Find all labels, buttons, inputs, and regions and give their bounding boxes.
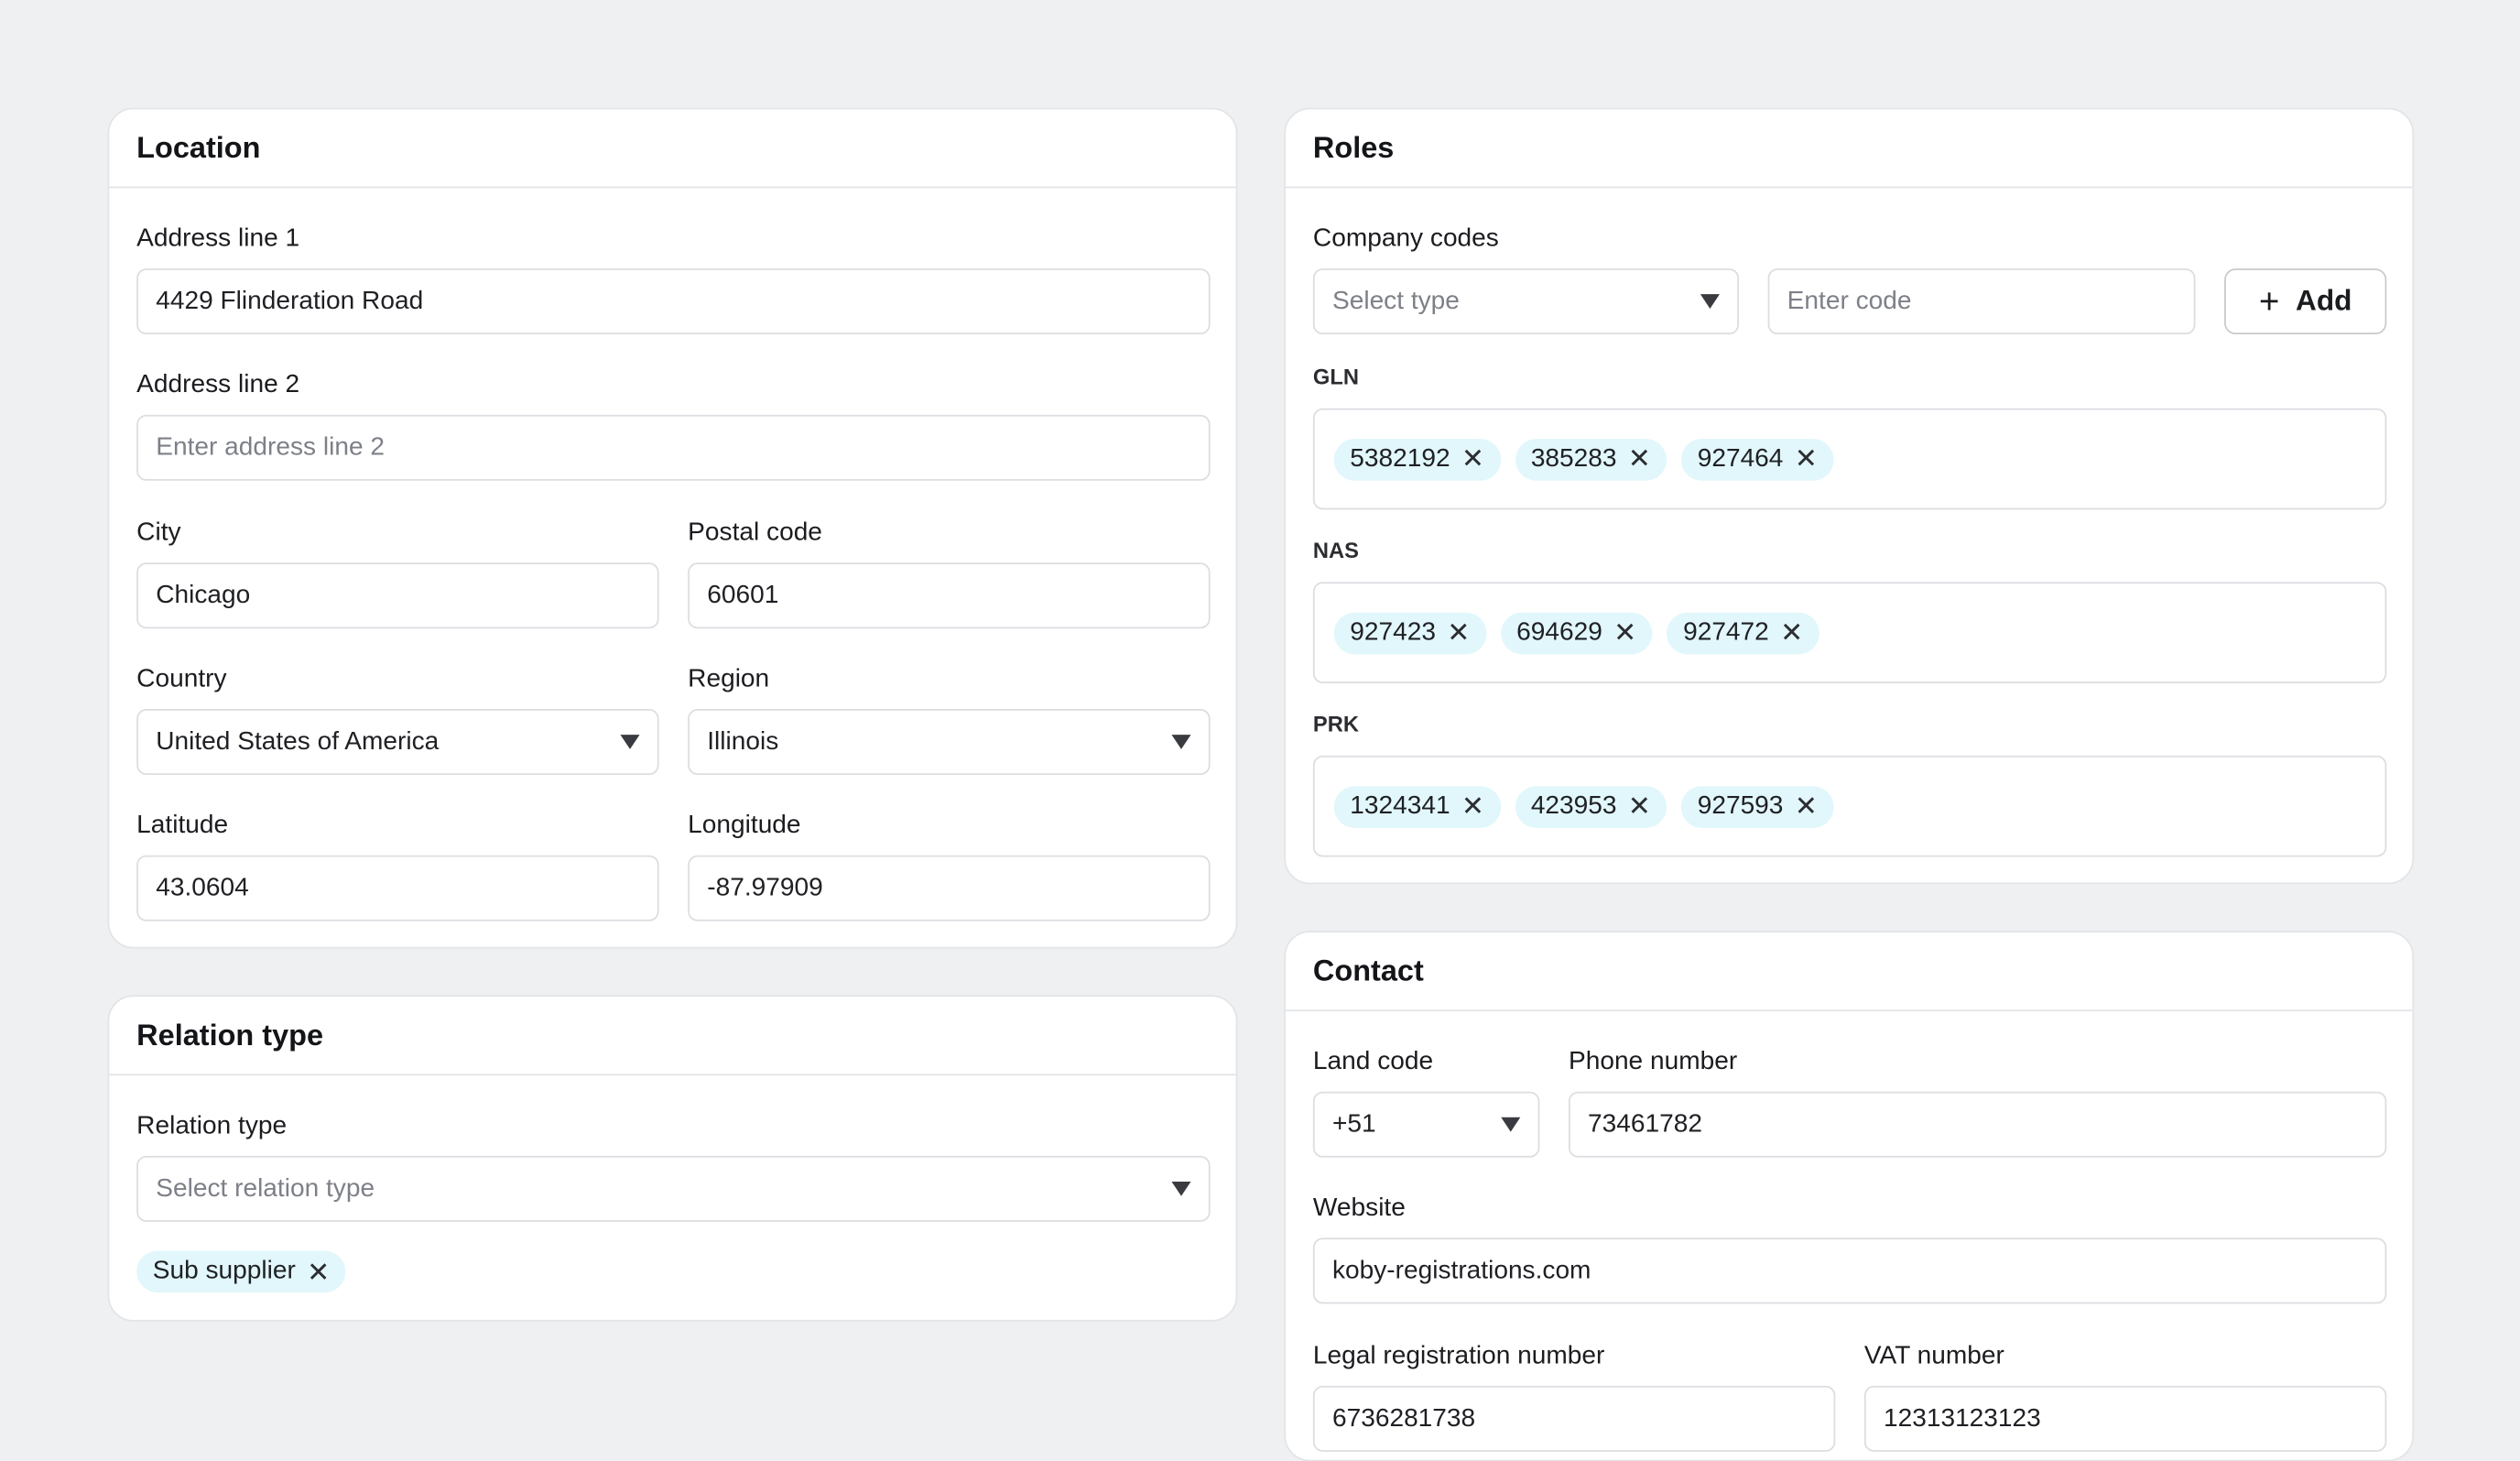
close-icon[interactable]: ✕ [1627, 790, 1651, 822]
stage: Location Address line 1 4429 Flinderatio… [107, 107, 2415, 1461]
close-icon[interactable]: ✕ [1447, 616, 1471, 649]
code-tag: 423953 ✕ [1515, 785, 1667, 827]
chevron-down-icon [1700, 293, 1720, 309]
longitude-label: Longitude [688, 812, 801, 840]
code-tag: 927472 ✕ [1667, 611, 1819, 654]
chevron-down-icon [620, 734, 640, 748]
region-label: Region [688, 665, 770, 693]
chevron-down-icon [1171, 1181, 1191, 1195]
prk-group-label: PRK [1312, 712, 1359, 736]
city-label: City [136, 518, 181, 547]
latitude-label: Latitude [136, 812, 229, 840]
phone-number-input[interactable]: 73461782 [1568, 1091, 2387, 1158]
gln-group-label: GLN [1312, 365, 1359, 389]
close-icon[interactable]: ✕ [1780, 616, 1804, 649]
code-tag: 927464 ✕ [1681, 438, 1834, 480]
close-icon[interactable]: ✕ [1461, 443, 1484, 474]
code-tag: 694629 ✕ [1500, 611, 1653, 654]
vat-number-label: VAT number [1863, 1342, 2004, 1370]
postal-code-input[interactable]: 60601 [688, 562, 1211, 629]
location-card: Location Address line 1 4429 Flinderatio… [107, 107, 1238, 949]
code-tag: 5382192 ✕ [1333, 438, 1501, 480]
code-tag: 927593 ✕ [1681, 785, 1834, 827]
legal-registration-label: Legal registration number [1312, 1342, 1605, 1370]
relation-card-title: Relation type [109, 997, 1236, 1076]
country-select[interactable]: United States of America [136, 708, 659, 775]
address2-label: Address line 2 [136, 371, 300, 399]
company-codes-label: Company codes [1312, 224, 1499, 253]
chevron-down-icon [1501, 1116, 1521, 1131]
close-icon[interactable]: ✕ [1461, 790, 1484, 822]
code-tag: 1324341 ✕ [1333, 785, 1501, 827]
code-input[interactable]: Enter code [1767, 268, 2196, 335]
code-type-select[interactable]: Select type [1312, 268, 1740, 335]
city-input[interactable]: Chicago [136, 562, 659, 629]
plus-icon: + [2258, 280, 2280, 322]
relation-tag: Sub supplier ✕ [136, 1250, 346, 1293]
nas-tag-box[interactable]: 927423 ✕ 694629 ✕ 927472 ✕ [1312, 582, 2387, 683]
address1-label: Address line 1 [136, 224, 300, 253]
code-tag: 385283 ✕ [1515, 438, 1667, 480]
longitude-input[interactable]: -87.97909 [688, 855, 1211, 921]
close-icon[interactable]: ✕ [1794, 443, 1818, 474]
code-tag: 927423 ✕ [1333, 611, 1486, 654]
region-select[interactable]: Illinois [688, 708, 1211, 775]
relation-tag-list: Sub supplier ✕ [136, 1250, 346, 1293]
close-icon[interactable]: ✕ [307, 1256, 331, 1287]
legal-registration-input[interactable]: 6736281738 [1312, 1385, 1836, 1452]
nas-group-label: NAS [1312, 538, 1359, 563]
gln-tag-box[interactable]: 5382192 ✕ 385283 ✕ 927464 ✕ [1312, 408, 2387, 510]
close-icon[interactable]: ✕ [1627, 443, 1651, 474]
latitude-input[interactable]: 43.0604 [136, 855, 659, 921]
website-label: Website [1312, 1194, 1406, 1222]
add-code-button[interactable]: + Add [2224, 268, 2387, 335]
address1-input[interactable]: 4429 Flinderation Road [136, 268, 1211, 335]
relation-type-label: Relation type [136, 1112, 288, 1140]
relation-type-select[interactable]: Select relation type [136, 1155, 1211, 1222]
address2-input[interactable]: Enter address line 2 [136, 414, 1211, 481]
postal-code-label: Postal code [688, 518, 822, 547]
phone-number-label: Phone number [1568, 1048, 1738, 1076]
land-code-label: Land code [1312, 1048, 1434, 1076]
chevron-down-icon [1171, 734, 1191, 748]
prk-tag-box[interactable]: 1324341 ✕ 423953 ✕ 927593 ✕ [1312, 755, 2387, 857]
roles-card: Roles Company codes Select type Enter co… [1284, 107, 2415, 885]
country-label: Country [136, 665, 227, 693]
roles-card-title: Roles [1286, 109, 2413, 189]
location-card-title: Location [109, 109, 1236, 189]
contact-card-title: Contact [1286, 932, 2413, 1011]
relation-type-card: Relation type Relation type Select relat… [107, 995, 1238, 1322]
vat-number-input[interactable]: 12313123123 [1863, 1385, 2387, 1452]
contact-card: Contact Land code +51 Phone number 73461… [1284, 931, 2415, 1461]
website-input[interactable]: koby-registrations.com [1312, 1237, 2387, 1304]
close-icon[interactable]: ✕ [1613, 616, 1637, 649]
land-code-select[interactable]: +51 [1312, 1091, 1540, 1158]
close-icon[interactable]: ✕ [1794, 790, 1818, 822]
